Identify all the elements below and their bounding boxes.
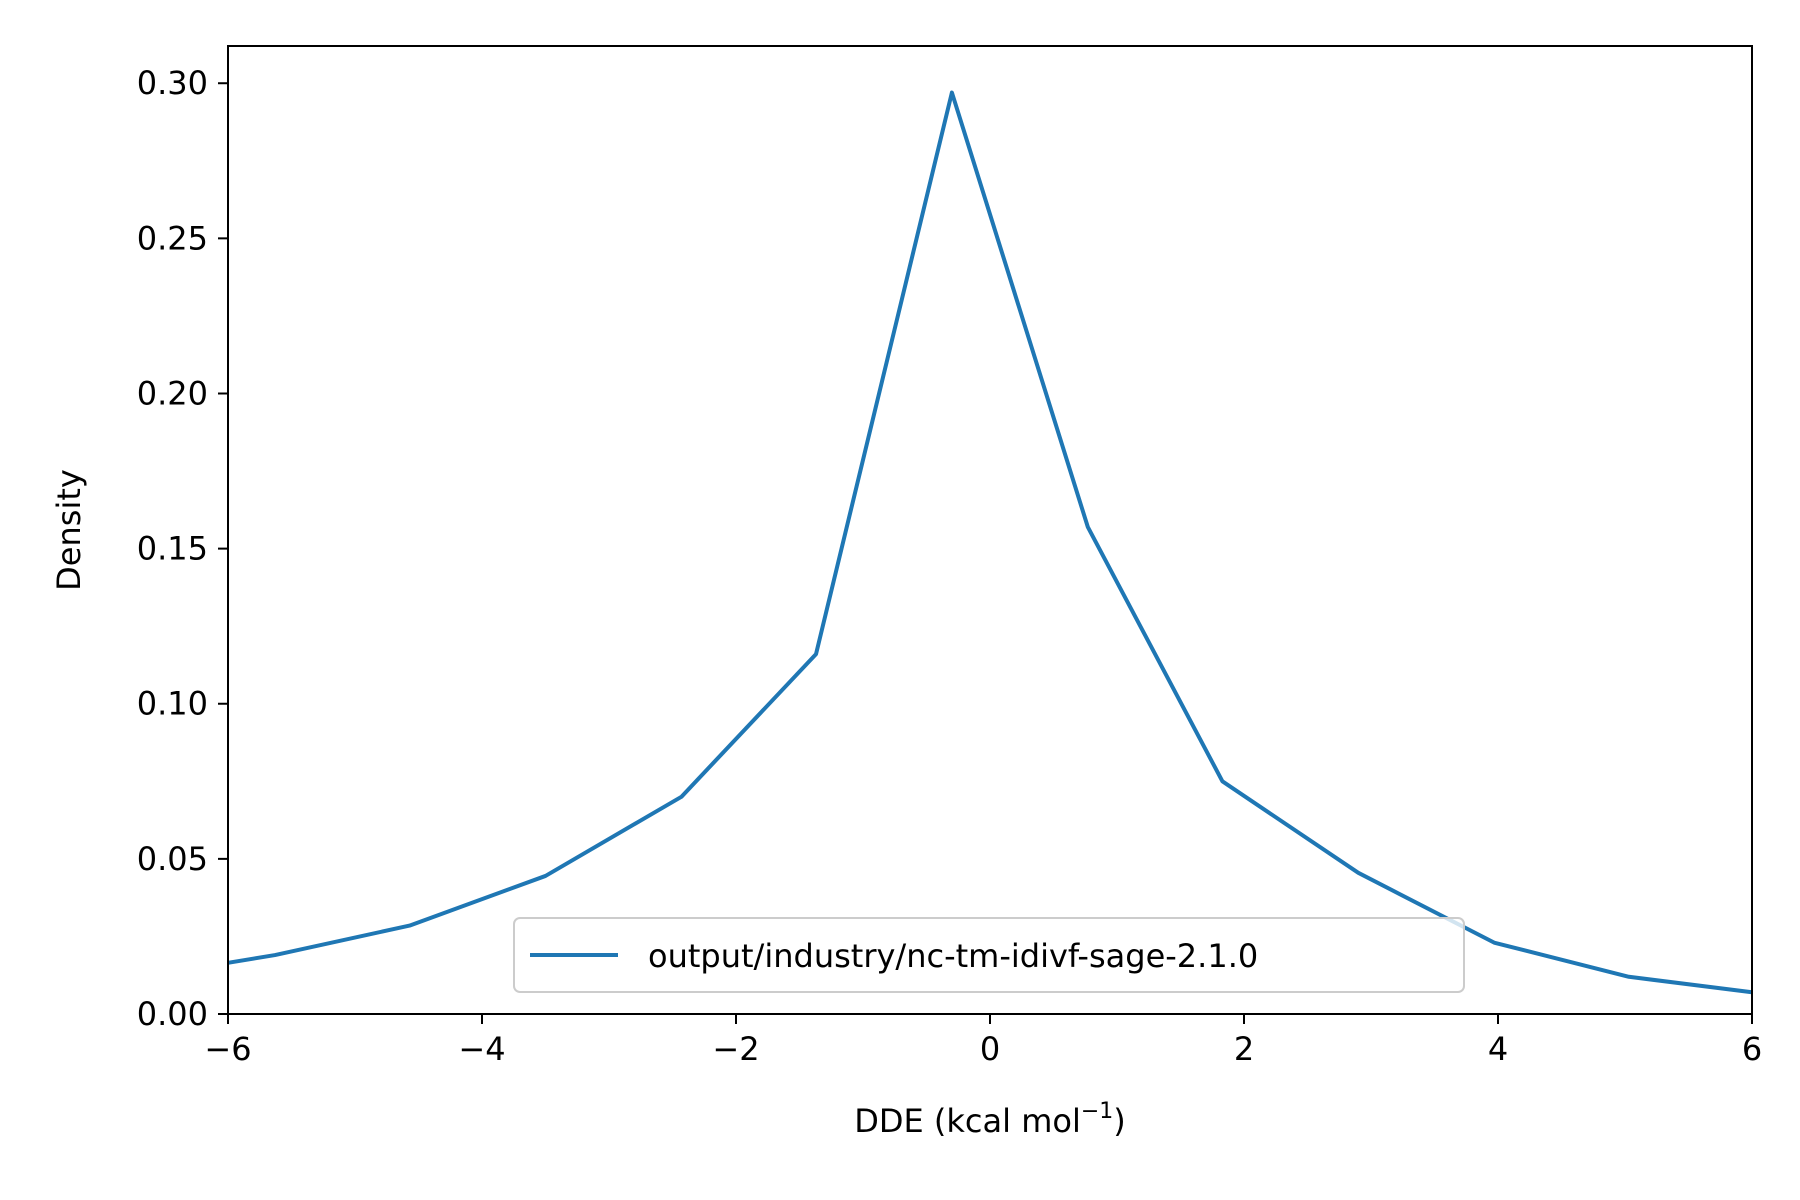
x-tick-label: 2: [1234, 1030, 1254, 1068]
series-line-0: [227, 90, 1753, 995]
y-tick-label: 0.30: [137, 64, 208, 102]
y-tick-label: 0.20: [137, 374, 208, 412]
x-tick-label: 4: [1488, 1030, 1508, 1068]
x-tick-label: −2: [712, 1030, 759, 1068]
legend: output/industry/nc-tm-idivf-sage-2.1.0: [513, 917, 1465, 993]
y-tick-label: 0.25: [137, 219, 208, 257]
x-axis-label-superscript: −1: [1081, 1099, 1113, 1124]
y-tick-label: 0.10: [137, 685, 208, 723]
x-axis-ticks: −6 −4 −2 0 2 4 6: [204, 1014, 1762, 1068]
y-tick-label: 0.05: [137, 840, 208, 878]
y-axis-ticks: 0.00 0.05 0.10 0.15 0.20 0.25 0.30: [137, 64, 228, 1033]
plot-background: [228, 46, 1752, 1014]
legend-box: [513, 917, 1465, 993]
x-tick-label: −4: [458, 1030, 505, 1068]
x-axis-label: DDE (kcal mol−1): [854, 1099, 1126, 1140]
y-tick-label: 0.00: [137, 995, 208, 1033]
y-axis-label: Density: [50, 469, 88, 591]
x-axis-label-main: DDE (kcal mol: [854, 1102, 1081, 1140]
legend-entry-label: output/industry/nc-tm-idivf-sage-2.1.0: [648, 937, 1258, 975]
x-tick-label: 0: [980, 1030, 1000, 1068]
x-axis-label-suffix: ): [1113, 1102, 1125, 1140]
y-tick-label: 0.15: [137, 530, 208, 568]
x-tick-label: 6: [1742, 1030, 1762, 1068]
series-layer: [227, 90, 1753, 995]
x-tick-label: −6: [204, 1030, 251, 1068]
